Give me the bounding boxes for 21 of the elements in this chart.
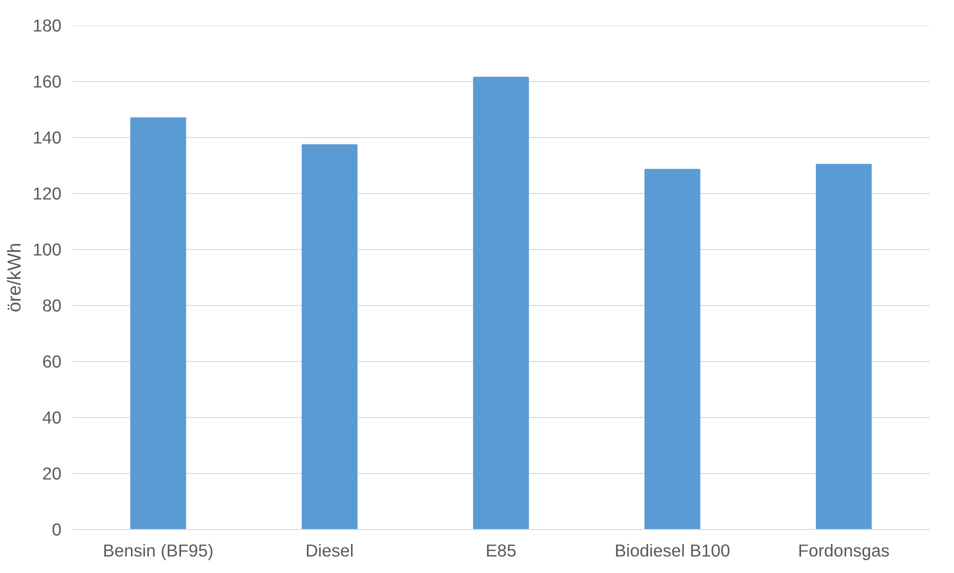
y-tick-label: 180 [32,16,62,36]
y-tick-label: 60 [42,352,62,372]
y-tick-label: 140 [32,128,62,148]
x-tick-label: Bensin (BF95) [102,540,214,560]
bar [816,164,872,530]
y-tick-label: 100 [32,240,62,260]
bar [473,76,529,530]
y-axis-title: öre/kWh [4,242,25,312]
bar [302,144,358,530]
y-tick-label: 40 [42,408,62,428]
y-tick-label: 0 [52,520,62,540]
x-tick-label: Biodiesel B100 [614,540,730,560]
y-tick-label: 80 [42,296,62,316]
x-tick-label: E85 [486,540,516,560]
bar [130,117,186,530]
bar [644,168,700,530]
x-tick-label: Diesel [306,540,354,560]
y-tick-label: 20 [42,464,62,484]
x-tick-label: Fordonsgas [798,540,890,560]
y-tick-label: 160 [32,72,62,92]
y-tick-label: 120 [32,184,62,204]
